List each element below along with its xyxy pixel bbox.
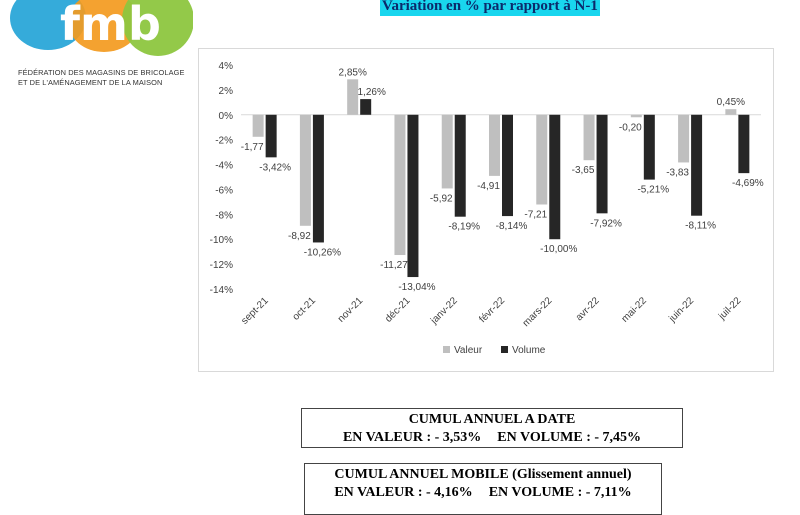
cumul-date-values: EN VALEUR : - 3,53% EN VOLUME : - 7,45% [302,429,682,447]
data-label-volume: -4,69% [732,178,764,189]
logo-tagline-1: FÉDÉRATION DES MAGASINS DE BRICOLAGE [18,68,185,77]
y-tick-label: 4% [219,61,234,72]
data-label-volume: -13,04% [398,282,435,293]
cumul-annuel-a-date-box: CUMUL ANNUEL A DATE EN VALEUR : - 3,53% E… [301,408,683,448]
data-label-valeur: -1,77 [241,142,264,153]
x-tick-label: mai-22 [620,295,650,325]
y-tick-label: -12% [210,260,233,271]
bar-valeur [441,114,453,189]
bar-valeur [299,114,311,226]
fmb-logo-graphic: fmb [10,0,193,56]
bar-volume [691,114,703,216]
bar-volume [360,99,372,115]
bar-volume [312,114,324,243]
cumul-date-title: CUMUL ANNUEL A DATE [408,412,576,427]
data-label-volume: -7,92% [590,218,622,229]
y-tick-label: -6% [215,185,233,196]
bar-valeur [630,114,642,118]
chart-area: 4% 2% 0% -2% -4% -6% -8% -10% -12% -14% -1,77 -3,42… [198,48,774,372]
data-label-volume: -5,21% [637,185,669,196]
legend-swatch-valeur [443,346,450,353]
data-label-valeur: 0,45% [717,97,745,108]
y-tick-label: -14% [210,285,233,296]
cumul-mobile-values: EN VALEUR : - 4,16% EN VOLUME : - 7,11% [305,484,661,502]
data-label-valeur: -11,27 [380,260,408,271]
bar-valeur [347,79,359,115]
data-label-valeur: -7,21 [524,210,547,221]
legend-label-valeur: Valeur [454,345,483,356]
x-tick-label: juin-22 [666,295,696,325]
data-label-volume: -8,14% [496,221,528,232]
bar-volume [454,114,466,217]
data-label-volume: -10,00% [540,244,577,255]
data-label-valeur: -5,92 [430,193,453,204]
data-label-valeur: -3,83 [666,167,689,178]
bar-valeur [394,114,406,256]
y-tick-label: 0% [219,111,234,122]
chart-headline: Variation en % par rapport à N-1 [380,0,600,16]
x-tick-label: sept-21 [239,295,271,327]
data-label-valeur: -0,20 [619,122,642,133]
bar-valeur [536,114,548,205]
cumul-mobile-volume: EN VOLUME : - 7,11% [488,485,632,500]
bar-valeur [725,109,737,115]
legend-swatch-volume [501,346,508,353]
bar-volume [265,114,277,158]
data-label-valeur: -8,92 [288,231,311,242]
bar-volume [502,114,513,217]
data-label-valeur: -4,91 [477,181,500,192]
data-label-volume: 1,26% [358,87,386,98]
bar-chart: 4% 2% 0% -2% -4% -6% -8% -10% -12% -14% -1,77 -3,42… [210,61,764,356]
data-label-volume: -8,19% [448,222,480,233]
logo-tagline-2: ET DE L'AMÉNAGEMENT DE LA MAISON [18,78,163,87]
y-tick-label: -10% [210,235,233,246]
legend-label-volume: Volume [512,345,546,356]
x-tick-label: nov-21 [336,295,366,325]
y-tick-label: -8% [215,210,233,221]
bar-volume [407,114,419,278]
x-tick-label: oct-21 [291,295,319,323]
bar-valeur [489,114,500,176]
cumul-date-volume: EN VOLUME : - 7,45% [497,430,642,445]
bar-volume [549,114,561,240]
y-tick-label: -2% [215,136,233,147]
y-tick-label: -4% [215,161,233,172]
x-tick-label: mars-22 [521,295,555,329]
data-label-valeur: -3,65 [572,165,595,176]
bar-volume [596,114,608,214]
cumul-date-valeur: EN VALEUR : - 3,53% [342,430,482,445]
data-label-valeur: 2,85% [339,67,367,78]
bar-volume [643,114,655,180]
bar-valeur [252,114,264,137]
x-tick-label: janv-22 [428,295,460,327]
data-label-volume: -3,42% [259,162,291,173]
x-tick-label: juil-22 [716,295,744,323]
bar-valeur [583,114,595,161]
fmb-logo: fmb FÉDÉRATION DES MAGASINS DE BRICOLAGE… [8,0,193,98]
data-label-volume: -8,11% [685,221,716,232]
cumul-mobile-title: CUMUL ANNUEL MOBILE (Glissement annuel) [334,467,632,482]
cumul-annuel-mobile-box: CUMUL ANNUEL MOBILE (Glissement annuel) … [304,463,662,515]
x-tick-label: févr-22 [477,295,507,325]
bar-valeur [678,114,690,163]
data-label-volume: -10,26% [304,247,341,258]
bar-volume [738,114,750,174]
logo-wordmark: fmb [60,0,161,51]
y-tick-label: 2% [219,86,234,97]
x-tick-label: avr-22 [574,295,602,323]
cumul-mobile-valeur: EN VALEUR : - 4,16% [334,485,473,500]
x-tick-label: déc-21 [383,295,413,325]
